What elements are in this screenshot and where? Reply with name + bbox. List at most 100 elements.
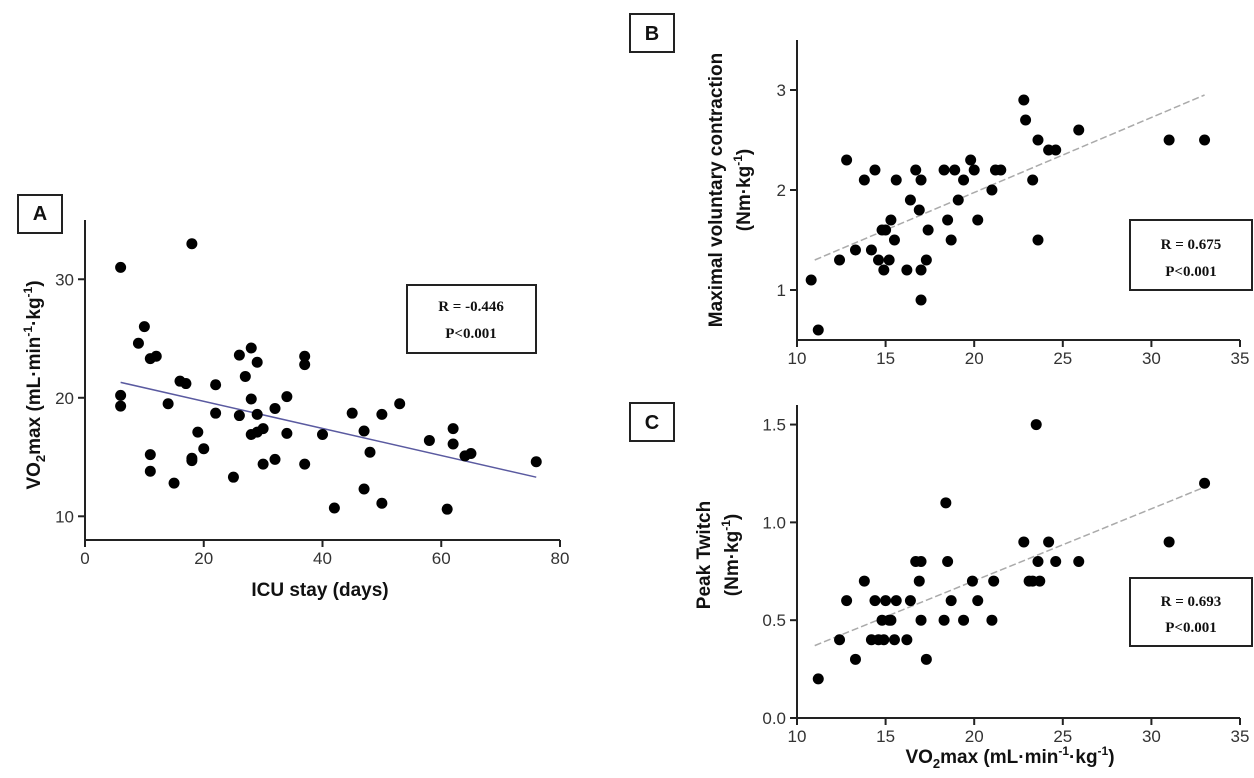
svg-text:R = 0.693: R = 0.693 [1161, 594, 1222, 610]
panel-c-ylabel: Peak Twitch (Nm·kg-1) [694, 501, 743, 609]
panel-b-data-point [965, 154, 977, 166]
panel-a-data-point [150, 350, 162, 362]
panel-c-chart: 10 15 20 25 30 35 0.0 0.5 1.0 1.5 [762, 405, 1249, 746]
panel-c-x-tick-label: 15 [876, 727, 895, 746]
panel-a-data-point [299, 350, 311, 362]
panel-b-x-tick-label: 10 [788, 349, 807, 368]
panel-c-data-point [885, 614, 897, 626]
panel-b-data-point [1199, 134, 1211, 146]
svg-text:Peak Twitch: Peak Twitch [694, 501, 715, 609]
panel-a-data-point [115, 261, 127, 273]
panel-b-data-point [812, 324, 824, 336]
panel-b-chart: 10 15 20 25 30 35 1 2 3 [777, 40, 1249, 368]
panel-a-data-point [376, 497, 388, 509]
panel-b-data-point [849, 244, 861, 256]
panel-c-x-tick-label: 30 [1142, 727, 1161, 746]
panel-c-data-point [938, 614, 950, 626]
panel-b-letter: B [629, 13, 675, 53]
svg-text:(Nm·kg-1): (Nm·kg-1) [731, 149, 755, 231]
panel-b-data-point [1163, 134, 1175, 146]
panel-b-data-point [883, 254, 895, 266]
panel-a-data-point [115, 389, 127, 401]
panel-a-x-tick-label: 0 [80, 549, 89, 568]
panel-c-data-point [988, 575, 1000, 587]
panel-c-y-tick-label: 0.0 [762, 709, 786, 728]
panel-a-data-point [192, 426, 204, 438]
panel-a-data-point [239, 370, 251, 382]
panel-a-data-point [132, 337, 144, 349]
panel-a-data-point [358, 483, 370, 495]
panel-a-data-point [162, 398, 174, 410]
svg-text:B: B [645, 23, 659, 45]
panel-b-y-tick-label: 1 [777, 281, 786, 300]
panel-c-x-tick-label: 20 [965, 727, 984, 746]
panel-b-data-point [834, 254, 846, 266]
panel-b-x-tick-label: 20 [965, 349, 984, 368]
panel-a-data-point [245, 342, 257, 354]
panel-a-data-point [269, 453, 281, 465]
panel-a-data-point [251, 408, 263, 420]
panel-b-ylabel: Maximal voluntary contraction (Nm·kg-1) [706, 53, 755, 328]
panel-a-data-point [269, 402, 281, 414]
panel-a-y-tick-label: 20 [55, 389, 74, 408]
panel-c-data-point [1163, 536, 1175, 548]
panel-a-data-point [364, 446, 376, 458]
panel-a-data-point [423, 434, 435, 446]
panel-c-y-tick-label: 1.0 [762, 513, 786, 532]
panel-b-data-point [888, 234, 900, 246]
panel-c-data-point [972, 595, 984, 607]
panel-a-data-point [233, 410, 245, 422]
panel-a-data-point [299, 458, 311, 470]
panel-c-data-point [878, 634, 890, 646]
panel-c-data-point [880, 595, 892, 607]
panel-a-data-point [257, 458, 269, 470]
panel-a-xlabel: ICU stay (days) [251, 580, 388, 601]
panel-b-data-point [1032, 234, 1044, 246]
panel-a-data-point [447, 423, 459, 435]
panel-b-data-point [1032, 134, 1044, 146]
panel-c-data-point [869, 595, 881, 607]
panel-a-data-point [281, 391, 293, 403]
panel-b-data-point [938, 164, 950, 176]
panel-a-data-point [394, 398, 406, 410]
panel-b-data-point [915, 174, 927, 186]
panel-c-data-point [958, 614, 970, 626]
panel-a-data-point [441, 503, 453, 515]
panel-a-data-point [251, 356, 263, 368]
panel-c-data-point [913, 575, 925, 587]
panel-a-data-point [233, 349, 245, 361]
panel-b-data-point [942, 214, 954, 226]
panel-c-data-point [901, 634, 913, 646]
panel-b-data-point [995, 164, 1007, 176]
panel-c-data-point [920, 653, 932, 665]
panel-a-x-tick-label: 40 [313, 549, 332, 568]
panel-b-data-point [986, 184, 998, 196]
panel-a-chart: 0 20 40 60 80 10 20 30 [55, 220, 569, 568]
panel-b-data-point [1020, 114, 1032, 126]
panel-a-data-point [138, 321, 150, 333]
panel-c-data-point [915, 614, 927, 626]
panel-c-data-point [812, 673, 824, 685]
panel-b-y-tick-label: 2 [777, 181, 786, 200]
panel-b-data-point [945, 234, 957, 246]
panel-a-x-tick-label: 60 [432, 549, 451, 568]
panel-b-data-point [958, 174, 970, 186]
svg-text:R = 0.675: R = 0.675 [1161, 237, 1222, 253]
panel-b-data-point [805, 274, 817, 286]
panel-c-data-point [1199, 477, 1211, 489]
panel-c-letter: C [629, 402, 675, 442]
panel-c-x-tick-label: 10 [788, 727, 807, 746]
svg-text:P<0.001: P<0.001 [445, 326, 496, 342]
panel-b-data-point [922, 224, 934, 236]
panel-a-data-point [144, 465, 156, 477]
panel-b-data-point [841, 154, 853, 166]
panel-c-data-point [966, 575, 978, 587]
panel-b-data-point [915, 294, 927, 306]
panel-c-data-point [1018, 536, 1030, 548]
panel-c-data-point [1034, 575, 1046, 587]
panel-a-data-point [210, 407, 222, 419]
panel-c-data-point [890, 595, 902, 607]
svg-text:P<0.001: P<0.001 [1165, 620, 1216, 636]
panel-b-data-point [920, 254, 932, 266]
